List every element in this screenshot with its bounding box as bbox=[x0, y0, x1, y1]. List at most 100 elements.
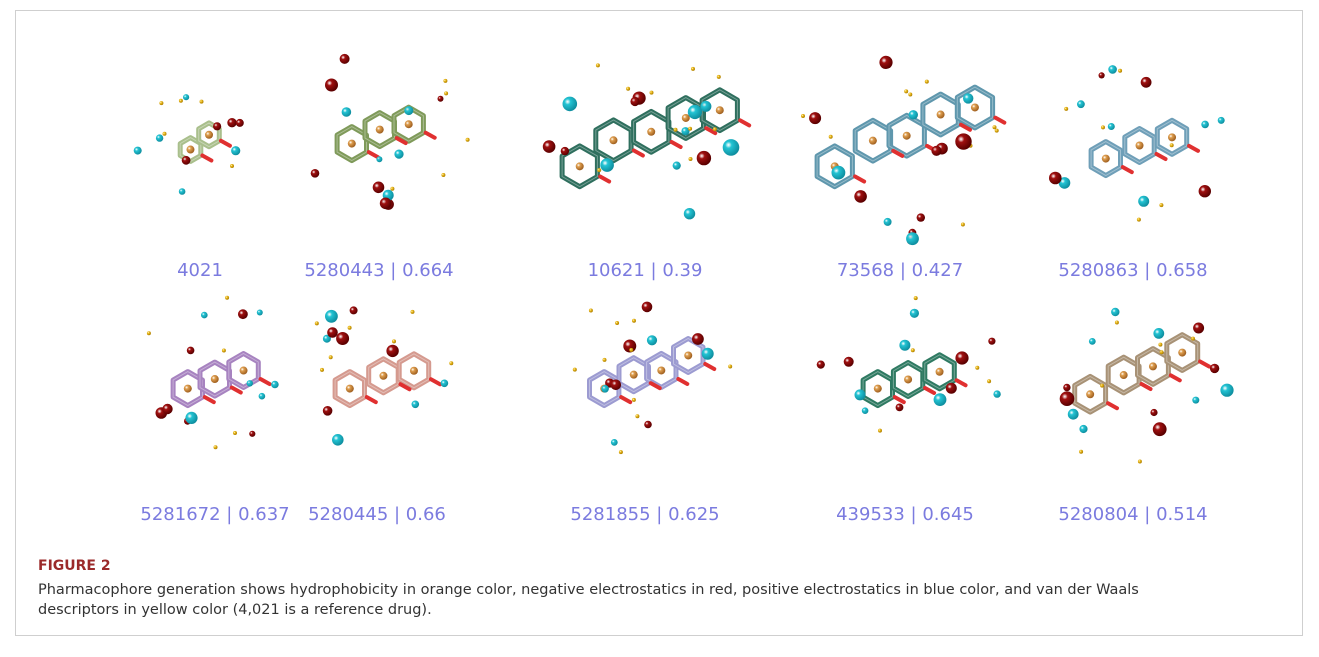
panel-label: 4021 bbox=[177, 260, 223, 281]
positive-site bbox=[201, 312, 208, 319]
negative-site bbox=[917, 213, 925, 221]
molecule-panel bbox=[543, 63, 749, 219]
negative-site bbox=[327, 327, 338, 338]
vdw-site bbox=[443, 79, 447, 83]
hydrophobic-site bbox=[211, 375, 219, 383]
vdw-site bbox=[179, 99, 183, 103]
bond-o bbox=[202, 155, 211, 160]
positive-site bbox=[1192, 397, 1199, 404]
positive-site bbox=[647, 335, 657, 345]
vdw-site bbox=[975, 366, 979, 370]
vdw-site bbox=[1159, 203, 1163, 207]
vdw-site bbox=[626, 87, 630, 91]
negative-site bbox=[182, 156, 191, 165]
negative-site bbox=[561, 147, 569, 155]
hydrophobic-site bbox=[410, 367, 418, 375]
bond-o bbox=[261, 379, 270, 384]
negative-site bbox=[227, 118, 236, 127]
bond-o bbox=[925, 388, 934, 393]
vdw-site bbox=[650, 91, 654, 95]
hydrophobic-site bbox=[630, 371, 638, 379]
hydrophobic-site bbox=[1149, 362, 1157, 370]
positive-site bbox=[134, 147, 142, 155]
positive-site bbox=[700, 101, 711, 112]
positive-site bbox=[723, 139, 740, 156]
vdw-site bbox=[390, 187, 394, 191]
bond-o bbox=[232, 388, 241, 393]
positive-site bbox=[993, 390, 1000, 397]
bond-o bbox=[1200, 361, 1209, 366]
vdw-site bbox=[147, 331, 151, 335]
hydrophobic-site bbox=[937, 111, 945, 119]
vdw-site bbox=[1101, 125, 1105, 129]
negative-site bbox=[323, 406, 333, 416]
positive-site bbox=[1220, 384, 1233, 397]
hydrophobic-site bbox=[348, 140, 356, 148]
negative-site bbox=[988, 338, 995, 345]
negative-site bbox=[1049, 172, 1062, 185]
negative-site bbox=[1153, 422, 1167, 436]
hydrophobic-site bbox=[869, 137, 877, 145]
vdw-site bbox=[163, 132, 167, 136]
bond-o bbox=[1123, 167, 1132, 172]
vdw-site bbox=[596, 63, 600, 67]
hydrophobic-site bbox=[716, 106, 724, 114]
vdw-site bbox=[829, 135, 833, 139]
hydrophobic-site bbox=[936, 368, 944, 376]
negative-site bbox=[380, 198, 392, 210]
panel-label: 10621 | 0.39 bbox=[588, 260, 703, 281]
panel-label: 5281672 | 0.637 bbox=[140, 504, 289, 525]
vdw-site bbox=[615, 321, 619, 325]
hydrophobic-site bbox=[379, 372, 387, 380]
bond-o bbox=[426, 133, 435, 138]
vdw-site bbox=[1079, 450, 1083, 454]
vdw-site bbox=[348, 326, 352, 330]
positive-site bbox=[601, 385, 609, 393]
negative-site bbox=[236, 119, 244, 127]
vdw-site bbox=[1138, 460, 1142, 464]
hydrophobic-site bbox=[346, 385, 354, 393]
positive-site bbox=[855, 389, 866, 400]
negative-site bbox=[809, 112, 821, 124]
vdw-site bbox=[961, 223, 965, 227]
vdw-site bbox=[1118, 69, 1122, 73]
vdw-site bbox=[589, 309, 593, 313]
vdw-site bbox=[629, 348, 633, 352]
vdw-site bbox=[713, 127, 717, 131]
bond-o bbox=[740, 120, 749, 125]
bond-o bbox=[705, 364, 714, 369]
bond-o bbox=[1108, 403, 1117, 408]
vdw-site bbox=[225, 296, 229, 300]
vdw-site bbox=[908, 93, 912, 97]
molecule-panel bbox=[311, 54, 470, 210]
hydrophobic-site bbox=[1120, 371, 1128, 379]
bond-o bbox=[431, 379, 440, 384]
bond-o bbox=[634, 151, 643, 156]
vdw-site bbox=[987, 379, 991, 383]
figure-caption: Pharmacophore generation shows hydrophob… bbox=[38, 580, 1218, 620]
bond-o bbox=[621, 397, 630, 402]
positive-site bbox=[899, 340, 910, 351]
positive-site bbox=[441, 380, 449, 388]
positive-site bbox=[611, 439, 618, 446]
negative-site bbox=[386, 345, 398, 357]
vdw-site bbox=[1158, 343, 1162, 347]
molecule-panel bbox=[1049, 65, 1225, 222]
positive-site bbox=[259, 393, 266, 400]
positive-site bbox=[1153, 328, 1164, 339]
vdw-site bbox=[573, 368, 577, 372]
negative-site bbox=[336, 332, 349, 345]
negative-site bbox=[692, 333, 704, 345]
molecule-panel bbox=[817, 296, 1001, 433]
vdw-site bbox=[159, 101, 163, 105]
vdw-site bbox=[801, 114, 805, 118]
vdw-site bbox=[1115, 321, 1119, 325]
vdw-site bbox=[449, 361, 453, 365]
vdw-site bbox=[993, 125, 997, 129]
negative-site bbox=[697, 151, 711, 165]
negative-site bbox=[879, 56, 892, 69]
bond-o bbox=[221, 141, 230, 146]
negative-site bbox=[1199, 185, 1211, 197]
negative-site bbox=[1193, 323, 1204, 334]
positive-site bbox=[1068, 409, 1079, 420]
